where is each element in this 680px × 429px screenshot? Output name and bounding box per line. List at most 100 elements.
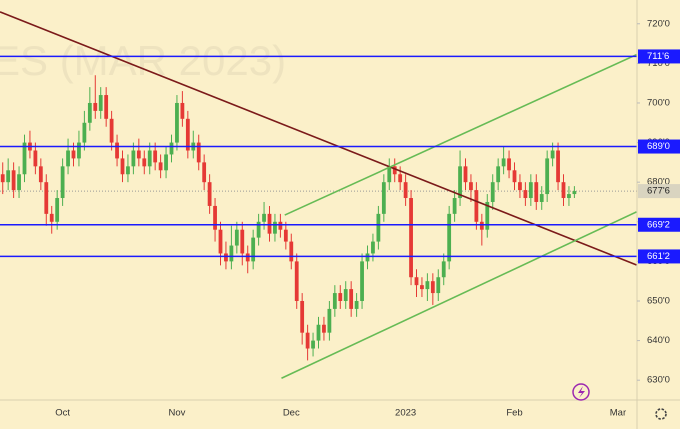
candle-body [409, 198, 413, 278]
candle-body [115, 142, 119, 159]
candle-body [501, 158, 506, 167]
candle-body [392, 166, 397, 175]
lightning-icon[interactable] [572, 383, 590, 401]
plot-area: ES (MAR 2023) [0, 11, 637, 379]
candle-body [169, 142, 174, 155]
trend-line [0, 11, 637, 266]
candle-body [196, 142, 201, 163]
candle-body [327, 308, 332, 333]
candle-body [441, 261, 446, 278]
candle-body [311, 340, 315, 349]
candle-body [518, 182, 522, 191]
candle-body [131, 150, 136, 167]
candle-body [523, 190, 528, 199]
candle-body [294, 261, 299, 301]
candle-body [224, 253, 228, 262]
candle-body [142, 158, 147, 167]
candle-body [463, 166, 468, 183]
y-tick-label: 650'0 [647, 296, 670, 307]
candle-body [561, 182, 566, 199]
x-tick-label: Nov [168, 408, 185, 419]
candle-body [6, 170, 11, 183]
candle-body [22, 142, 27, 175]
candle-body [479, 221, 484, 230]
candle-body [33, 150, 38, 167]
candle-body [430, 281, 435, 294]
candle-body [164, 154, 168, 171]
candle-body [71, 150, 76, 159]
candle-body [343, 289, 348, 301]
candle-body [512, 170, 517, 183]
trend-line [284, 53, 637, 216]
candle-body [496, 166, 501, 183]
y-tick-label: 630'0 [647, 375, 670, 386]
candle-body [234, 229, 239, 246]
candle-body [349, 289, 354, 309]
x-tick-label: Oct [55, 408, 70, 419]
candle-body [126, 166, 130, 175]
candle-body [469, 182, 473, 191]
level-label: 689'0 [647, 141, 670, 152]
candle-body [267, 213, 272, 234]
candle-body [109, 118, 114, 143]
candle-body [545, 158, 550, 195]
y-tick-label: 640'0 [647, 335, 670, 346]
candle-body [474, 190, 479, 222]
level-label: 711'6 [647, 51, 669, 62]
candle-body [104, 95, 109, 119]
candle-body [262, 213, 266, 222]
level-label-box [638, 49, 680, 64]
candle-body [381, 182, 386, 214]
candle-body [77, 142, 81, 159]
candle-body [316, 324, 321, 341]
candle-body [387, 166, 392, 183]
candle-body [120, 158, 125, 175]
candle-body [245, 253, 250, 262]
x-tick-label: Dec [283, 408, 300, 419]
candle-body [49, 213, 54, 222]
candle-body [507, 158, 511, 171]
candle-body [371, 241, 375, 254]
candle-body [229, 245, 234, 262]
candle-body [556, 150, 560, 183]
candle-body [534, 182, 539, 202]
settings-icon[interactable] [655, 408, 667, 420]
candle-body [572, 191, 577, 195]
candle-body [44, 182, 49, 214]
x-tick-label: Mar [610, 408, 626, 419]
level-label-box [638, 217, 680, 232]
candle-body [458, 166, 462, 199]
candle-body [55, 198, 60, 222]
candle-body [283, 229, 288, 242]
candle-body [398, 174, 403, 183]
level-label: 661'2 [647, 251, 670, 262]
candle-body [403, 182, 408, 199]
candle-body [278, 221, 283, 230]
candle-body [360, 261, 364, 301]
candle-body [365, 253, 370, 262]
candle-body [87, 102, 92, 123]
trend-line [281, 211, 637, 379]
candle-body [11, 170, 16, 191]
candle-body [207, 182, 212, 206]
x-tick-label: 2023 [395, 408, 416, 419]
candle-body [98, 95, 103, 111]
candle-body [218, 229, 223, 254]
candle-body [338, 293, 343, 301]
lightning-glyph [578, 386, 585, 398]
candle-body [158, 162, 163, 171]
candle-body [414, 277, 419, 286]
x-tick-label: Feb [506, 408, 522, 419]
candle-body [436, 277, 441, 294]
candle-body [38, 166, 43, 183]
axes: 720'0710'0700'0690'0680'0670'0660'0650'0… [55, 18, 680, 419]
y-tick-label: 700'0 [647, 97, 670, 108]
level-label: 669'2 [647, 219, 670, 230]
candle-body [452, 198, 457, 214]
candle-body [175, 102, 179, 143]
candle-body [322, 324, 326, 333]
candle-body [251, 237, 256, 262]
candle-body [82, 122, 87, 143]
